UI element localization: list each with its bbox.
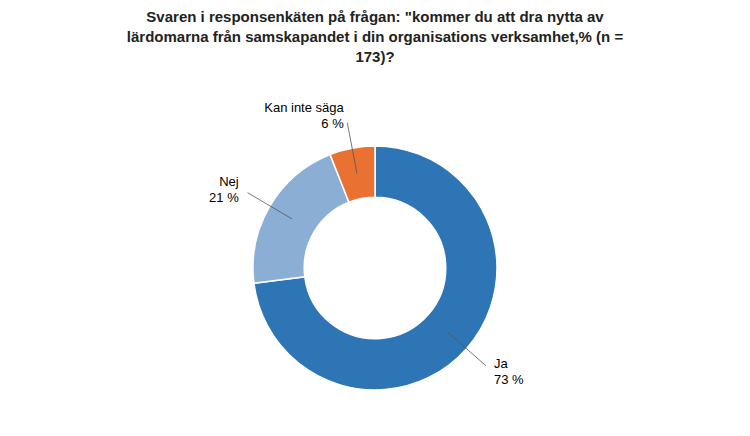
data-label: 21 %: [209, 190, 239, 205]
data-label: 6 %: [321, 116, 344, 131]
leader-line: [248, 193, 292, 219]
donut-slice: [330, 146, 375, 202]
title-line: lärdomarna från samskapandet i din organ…: [127, 28, 624, 45]
donut-slice: [253, 155, 349, 284]
leader-line: [347, 123, 357, 174]
slices: [253, 146, 497, 390]
chart-container: Svaren i responsenkäten på frågan: "komm…: [0, 0, 750, 436]
chart-title: Svaren i responsenkäten på frågan: "komm…: [127, 8, 624, 65]
slice-label: Kan inte säga: [264, 100, 344, 115]
slice-label: Nej: [219, 174, 239, 189]
slice-label: Ja: [494, 356, 509, 371]
donut-slice: [254, 146, 497, 390]
leader-line: [447, 332, 486, 366]
data-label: 73 %: [494, 372, 524, 387]
labels: Ja73 % Nej21 % Kan inte säga6 %: [209, 100, 524, 387]
chart-svg: Svaren i responsenkäten på frågan: "komm…: [0, 0, 750, 436]
title-line: Svaren i responsenkäten på frågan: "komm…: [146, 8, 604, 25]
title-line: 173)?: [355, 48, 394, 65]
